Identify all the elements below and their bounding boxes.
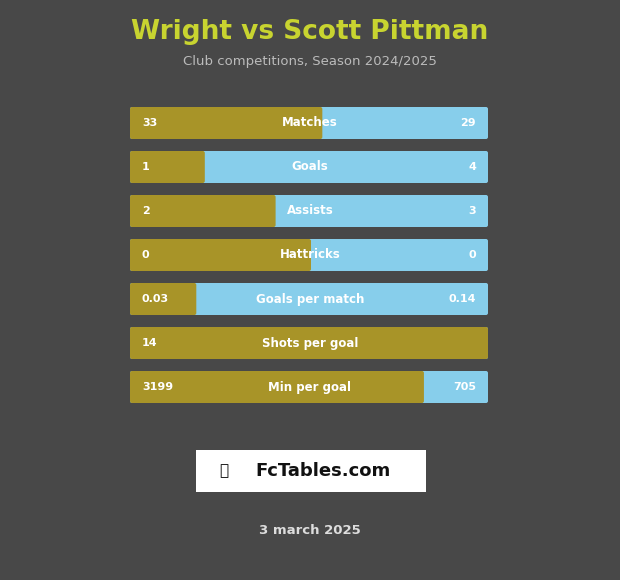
Text: 0.14: 0.14 — [448, 294, 476, 304]
Text: 33: 33 — [142, 118, 157, 128]
Text: Goals: Goals — [291, 161, 329, 173]
Text: Matches: Matches — [282, 117, 338, 129]
Text: 0: 0 — [468, 250, 476, 260]
Text: Shots per goal: Shots per goal — [262, 336, 358, 350]
Text: 705: 705 — [453, 382, 476, 392]
Text: Wright vs Scott Pittman: Wright vs Scott Pittman — [131, 19, 489, 45]
FancyBboxPatch shape — [196, 450, 426, 492]
Text: Goals per match: Goals per match — [256, 292, 364, 306]
Text: 2: 2 — [142, 206, 150, 216]
Text: 3199: 3199 — [142, 382, 173, 392]
Text: FcTables.com: FcTables.com — [255, 462, 391, 480]
FancyBboxPatch shape — [130, 195, 488, 227]
Text: 3: 3 — [468, 206, 476, 216]
FancyBboxPatch shape — [130, 151, 488, 183]
FancyBboxPatch shape — [130, 239, 311, 271]
Text: Min per goal: Min per goal — [268, 380, 352, 393]
FancyBboxPatch shape — [130, 195, 276, 227]
Text: Club competitions, Season 2024/2025: Club competitions, Season 2024/2025 — [183, 56, 437, 68]
Text: 29: 29 — [461, 118, 476, 128]
Text: 0.03: 0.03 — [142, 294, 169, 304]
FancyBboxPatch shape — [130, 151, 205, 183]
FancyBboxPatch shape — [130, 107, 488, 139]
Text: 0: 0 — [142, 250, 149, 260]
Text: Hattricks: Hattricks — [280, 248, 340, 262]
FancyBboxPatch shape — [130, 371, 424, 403]
Text: 📊: 📊 — [219, 463, 229, 478]
Text: 3 march 2025: 3 march 2025 — [259, 524, 361, 536]
Text: 1: 1 — [142, 162, 150, 172]
FancyBboxPatch shape — [130, 239, 488, 271]
FancyBboxPatch shape — [130, 107, 322, 139]
Text: 14: 14 — [142, 338, 157, 348]
FancyBboxPatch shape — [130, 327, 488, 359]
FancyBboxPatch shape — [130, 283, 488, 315]
FancyBboxPatch shape — [130, 327, 488, 359]
FancyBboxPatch shape — [130, 283, 197, 315]
Text: Assists: Assists — [286, 205, 334, 218]
Text: 4: 4 — [468, 162, 476, 172]
FancyBboxPatch shape — [130, 371, 488, 403]
